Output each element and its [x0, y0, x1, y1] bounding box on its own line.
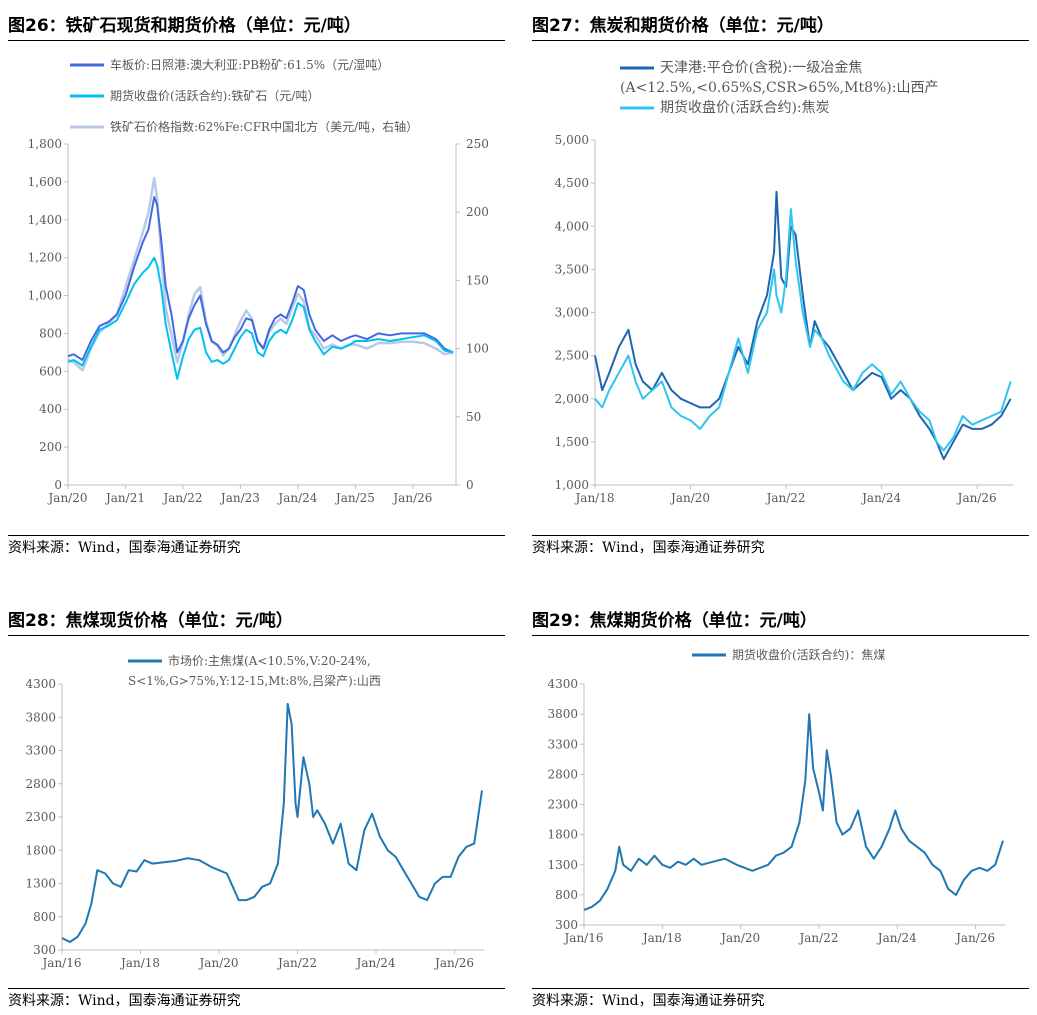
y-tick-label: 1,000 — [28, 289, 62, 303]
legend-label: S<1%,G>75%,Y:12-15,Mt:8%,吕梁产):山西 — [128, 673, 381, 688]
x-tick-label: Jan/26 — [433, 956, 474, 970]
chart-fig28: 300 800 1300 1800 2300 2800 3300 3800 4300 Jan/16… — [25, 653, 484, 970]
x-tick-label: Jan/26 — [391, 491, 432, 505]
y-tick-label: 2300 — [547, 798, 578, 812]
y-tick-label: 1300 — [547, 858, 578, 872]
legend-label: 期货收盘价(活跃合约):焦炭 — [660, 99, 830, 116]
legend-label: 期货收盘价(活跃合约)：焦煤 — [732, 647, 885, 662]
legend-label: 市场价:主焦煤(A<10.5%,V:20-24%, — [168, 653, 371, 668]
y-tick-label: 1800 — [25, 843, 56, 857]
y2-tick-label: 100 — [466, 342, 489, 356]
y-tick-label: 600 — [39, 364, 62, 378]
source-note: 资料来源：Wind，国泰海通证券研究 — [532, 535, 1029, 560]
y-tick-label: 1,500 — [555, 435, 589, 449]
x-tick-label: Jan/25 — [334, 491, 375, 505]
y-tick-label: 2800 — [547, 767, 578, 781]
chart-fig29: 300 800 1300 1800 2300 2800 3300 3800 4300 Jan/16… — [547, 647, 1005, 945]
x-tick-label: Jan/24 — [876, 931, 917, 945]
y-tick-label: 2,500 — [555, 349, 589, 363]
y-tick-label: 1,600 — [28, 175, 62, 189]
y-tick-label: 400 — [39, 402, 62, 416]
x-tick-label: Jan/26 — [956, 491, 997, 505]
y-tick-label: 200 — [39, 440, 62, 454]
series-line — [594, 190, 1012, 461]
y-tick-label: 3300 — [25, 744, 56, 758]
y-tick-label: 4300 — [547, 677, 578, 691]
y-tick-label: 2300 — [25, 810, 56, 824]
panel-title: 图26：铁矿石现货和期货价格（单位：元/吨） — [8, 12, 505, 41]
y-tick-label: 1800 — [547, 828, 578, 842]
series-line — [583, 713, 1004, 911]
y-tick-label: 2800 — [25, 777, 56, 791]
y-tick-label: 3300 — [547, 737, 578, 751]
source-note: 资料来源：Wind，国泰海通证券研究 — [8, 988, 505, 1013]
y-tick-label: 800 — [39, 326, 62, 340]
x-tick-label: Jan/22 — [276, 956, 317, 970]
series-line — [61, 702, 483, 943]
y-tick-label: 4,500 — [555, 176, 589, 190]
series-line — [594, 208, 1012, 452]
panel-title: 图28：焦煤现货价格（单位：元/吨） — [8, 607, 505, 636]
x-tick-label: Jan/22 — [797, 931, 838, 945]
legend-label: 天津港:平仓价(含税):一级冶金焦 — [660, 60, 862, 76]
y-tick-label: 2,000 — [555, 392, 589, 406]
x-tick-label: Jan/22 — [765, 491, 806, 505]
y-tick-label: 1,200 — [28, 251, 62, 265]
y-tick-label: 300 — [555, 918, 578, 932]
x-tick-label: Jan/24 — [276, 491, 317, 505]
y2-tick-label: 0 — [466, 478, 474, 492]
legend-label: 期货收盘价(活跃合约):铁矿石（元/吨） — [110, 88, 319, 103]
y-tick-label: 3800 — [547, 707, 578, 721]
x-tick-label: Jan/20 — [669, 491, 710, 505]
x-tick-label: Jan/20 — [46, 491, 87, 505]
panel-title: 图29：焦煤期货价格（单位：元/吨） — [532, 607, 1029, 636]
panel-fig27: 图27：焦炭和期货价格（单位：元/吨） 1,000 1,500 2,000 2,500… — [532, 12, 1029, 560]
y-tick-label: 3,000 — [555, 306, 589, 320]
x-tick-label: Jan/22 — [161, 491, 202, 505]
y-tick-label: 4,000 — [555, 219, 589, 233]
y-tick-label: 3,500 — [555, 262, 589, 276]
x-tick-label: Jan/18 — [573, 491, 614, 505]
x-tick-label: Jan/24 — [355, 956, 396, 970]
y-tick-label: 1,400 — [28, 213, 62, 227]
x-tick-label: Jan/16 — [562, 931, 603, 945]
chart-fig27: 1,000 1,500 2,000 2,500 3,000 3,500 4,000 4,500… — [555, 60, 1013, 505]
legend-label: 车板价:日照港:澳大利亚:PB粉矿:61.5%（元/湿吨） — [110, 57, 389, 72]
series-line — [67, 176, 454, 372]
y-tick-label: 800 — [555, 888, 578, 902]
y-tick-label: 300 — [33, 943, 56, 957]
panel-title: 图27：焦炭和期货价格（单位：元/吨） — [532, 12, 1029, 41]
x-tick-label: Jan/16 — [40, 956, 81, 970]
y-tick-label: 800 — [33, 910, 56, 924]
x-tick-label: Jan/24 — [860, 491, 901, 505]
y-tick-label: 1,000 — [555, 478, 589, 492]
x-tick-label: Jan/26 — [954, 931, 995, 945]
x-tick-label: Jan/21 — [104, 491, 145, 505]
y-tick-label: 4300 — [25, 677, 56, 691]
y-tick-label: 3800 — [25, 710, 56, 724]
y2-tick-label: 50 — [466, 410, 481, 424]
chart-fig26: 0 200 400 600 800 1,000 1,200 1,400 1,600 1,800 0 5… — [28, 57, 489, 505]
panel-fig28: 图28：焦煤现货价格（单位：元/吨） 300 800 1300 1800 2300 280… — [8, 607, 505, 1015]
series-line — [67, 256, 454, 380]
x-tick-label: Jan/23 — [219, 491, 260, 505]
x-tick-label: Jan/20 — [719, 931, 760, 945]
y2-tick-label: 200 — [466, 205, 489, 219]
x-tick-label: Jan/20 — [198, 956, 239, 970]
y2-tick-label: 250 — [466, 137, 489, 151]
series-line — [67, 196, 454, 361]
x-tick-label: Jan/18 — [119, 956, 160, 970]
source-note: 资料来源：Wind，国泰海通证券研究 — [532, 988, 1029, 1013]
legend-label: (A<12.5%,<0.65%S,CSR>65%,Mt8%):山西产 — [620, 80, 938, 96]
panel-fig26: 图26：铁矿石现货和期货价格（单位：元/吨） 0 200 400 600 800 1,00… — [8, 12, 505, 560]
source-note: 资料来源：Wind，国泰海通证券研究 — [8, 535, 505, 560]
y-tick-label: 1300 — [25, 877, 56, 891]
y-tick-label: 5,000 — [555, 133, 589, 147]
y-tick-label: 0 — [54, 478, 62, 492]
panel-fig29: 图29：焦煤期货价格（单位：元/吨） 300 800 1300 1800 2300 280… — [532, 607, 1029, 1015]
y2-tick-label: 150 — [466, 273, 489, 287]
legend-label: 铁矿石价格指数:62%Fe:CFR中国北方（美元/吨，右轴） — [110, 119, 418, 134]
x-tick-label: Jan/18 — [641, 931, 682, 945]
y-tick-label: 1,800 — [28, 137, 62, 151]
